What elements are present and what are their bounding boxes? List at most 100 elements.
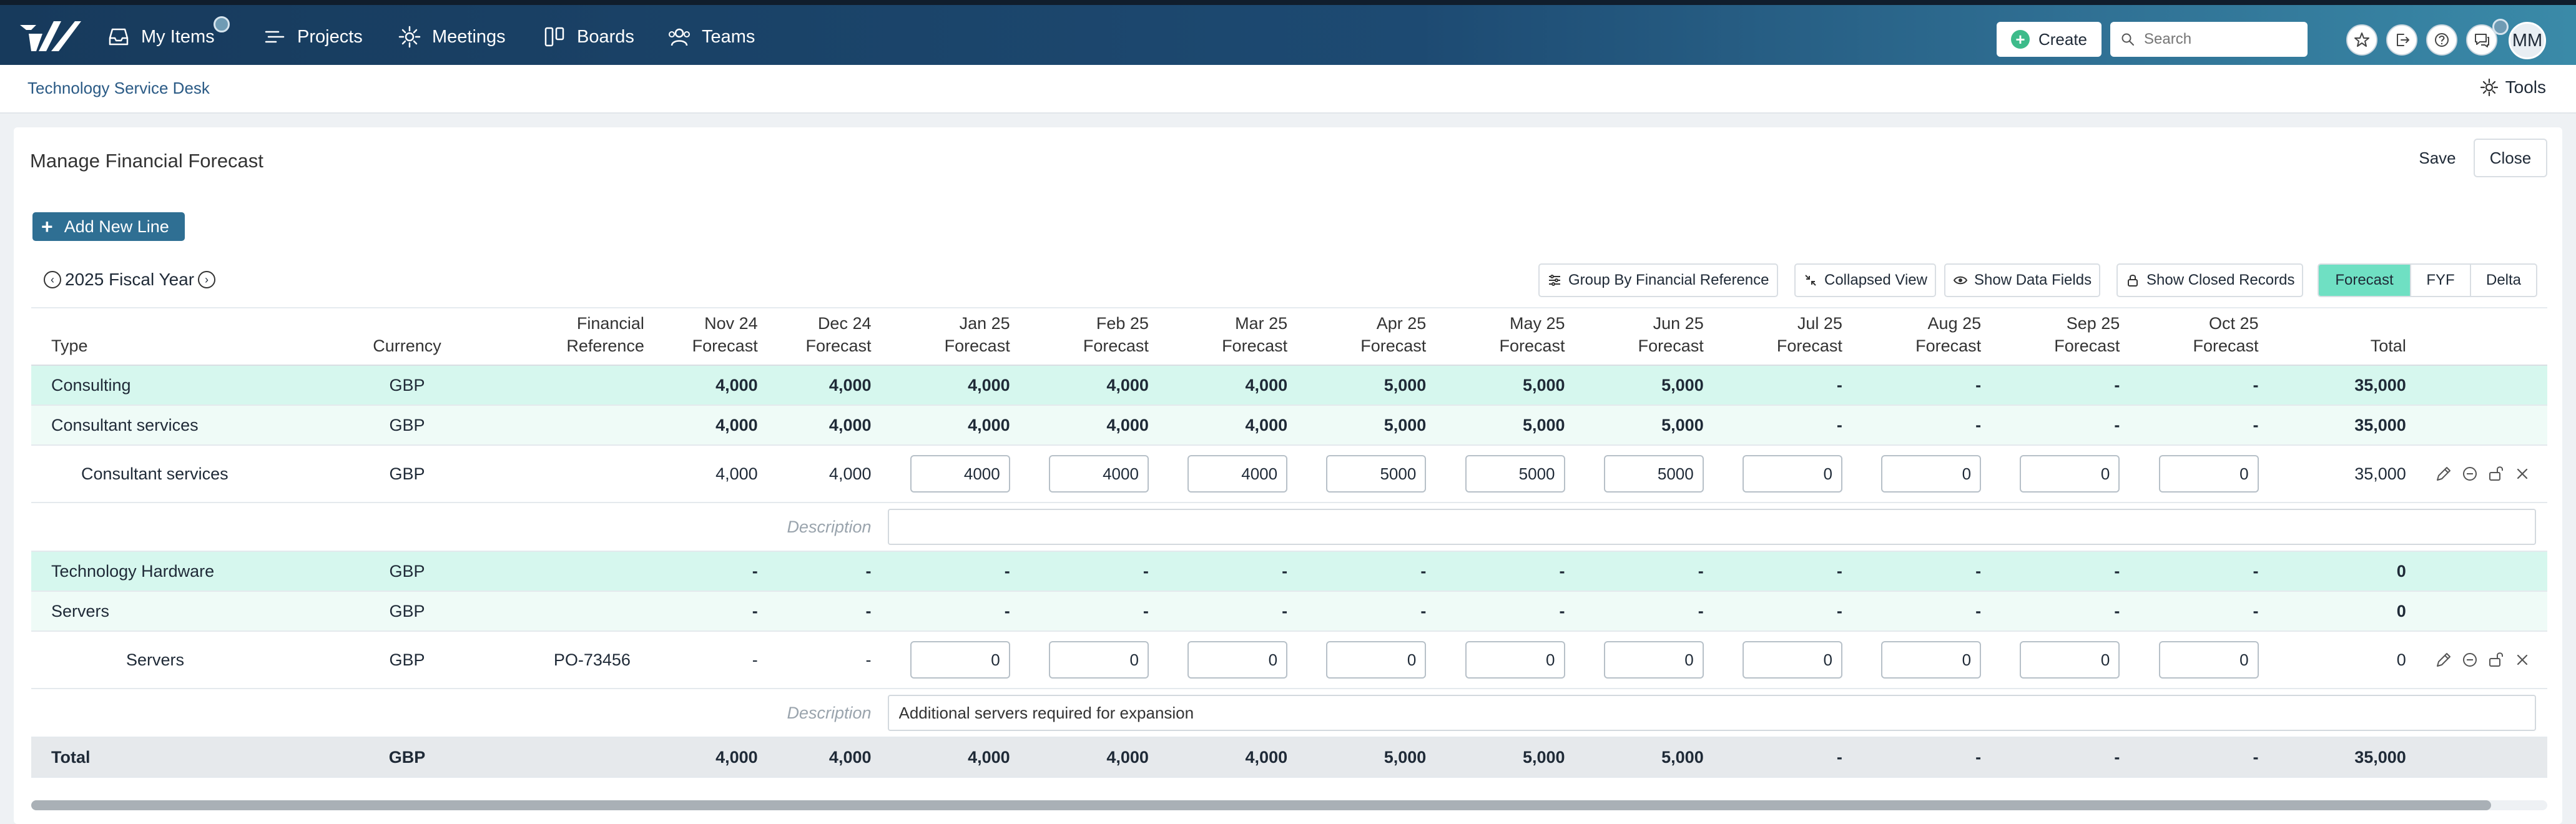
forecast-input[interactable] [910,641,1010,679]
cell-month-value: 4,000 [1021,365,1160,406]
meetings-icon [398,26,421,48]
forecast-input[interactable] [1742,641,1842,679]
forecast-input[interactable] [1187,641,1288,679]
nav-boards[interactable]: Boards [542,19,634,55]
cell-month-value: 4,000 [655,737,769,778]
forecast-input[interactable] [1465,455,1565,493]
nav-teams[interactable]: Teams [667,19,755,55]
horizontal-scrollbar[interactable] [31,800,2547,810]
cell-month-value [1021,445,1160,503]
forecast-input[interactable] [1881,455,1982,493]
app-logo[interactable] [17,17,82,56]
nav-projects[interactable]: Projects [262,19,363,55]
cell-financial-reference [473,365,656,406]
forecast-input[interactable] [2158,641,2259,679]
next-year-icon[interactable]: › [198,271,216,288]
forecast-input[interactable] [1603,455,1704,493]
cell-month-value [1159,445,1299,503]
nav-label: My Items [141,26,215,47]
row-actions-empty [2414,551,2547,592]
cell-month-value: 4,000 [1021,405,1160,446]
edit-icon[interactable] [2434,650,2454,670]
cell-month-value: - [1992,737,2131,778]
avatar[interactable]: MM [2509,22,2546,59]
scrollbar-thumb[interactable] [31,800,2491,810]
description-input[interactable] [887,695,2536,731]
sign-out-button[interactable] [2386,24,2417,56]
group-by-button[interactable]: Group By Financial Reference [1538,263,1778,297]
eye-icon [1953,276,1968,285]
close-button[interactable]: Close [2474,139,2547,177]
description-spacer [31,689,656,738]
cell-month-value: - [1853,365,1993,406]
nav-meetings[interactable]: Meetings [397,19,506,55]
cell-month-value: 4,000 [769,445,883,503]
forecast-input[interactable] [1187,455,1288,493]
show-closed-records-button[interactable]: Show Closed Records [2116,263,2304,297]
cell-month-value: 4,000 [769,405,883,446]
create-button[interactable]: + Create [1997,22,2102,57]
forecast-input[interactable] [1326,455,1427,493]
search-box[interactable] [2110,22,2308,57]
chat-button[interactable] [2466,24,2497,56]
forecast-input[interactable] [1048,641,1149,679]
group-row: Consulting GBP 4,000 4,000 4,000 4,000 4,000 5,… [31,365,2547,406]
cell-month-value: 5,000 [1576,737,1715,778]
previous-year-icon[interactable]: ‹ [44,271,61,288]
cell-month-value [1992,445,2131,503]
nav-my-items[interactable]: My Items [106,16,230,55]
column-header-total: Total [2269,307,2415,366]
delete-icon[interactable] [2512,464,2532,484]
cell-month-value: 5,000 [1437,405,1576,446]
forecast-input[interactable] [2020,455,2120,493]
search-icon [2121,33,2134,46]
unlock-icon[interactable] [2486,650,2506,670]
forecast-input[interactable] [2020,641,2120,679]
cell-type: Technology Hardware [31,551,353,592]
view-delta[interactable]: Delta [2470,265,2536,296]
help-button[interactable] [2426,24,2457,56]
chat-icon [2475,34,2489,47]
remove-circle-icon[interactable] [2460,464,2480,484]
tools-button[interactable]: Tools [2479,77,2546,97]
forecast-input[interactable] [2158,455,2259,493]
row-actions [2414,631,2547,689]
column-header-month: Oct 25 Forecast [2131,307,2270,366]
breadcrumb[interactable]: Technology Service Desk [27,79,210,97]
column-header-month: Apr 25 Forecast [1299,307,1438,366]
cell-currency: GBP [353,445,473,503]
edit-icon[interactable] [2434,464,2454,484]
cell-currency: GBP [353,591,473,632]
view-forecast[interactable]: Forecast [2319,265,2410,296]
forecast-input[interactable] [1048,455,1149,493]
cell-month-value [1576,631,1715,689]
save-button[interactable]: Save [2407,139,2467,177]
forecast-input[interactable] [1742,455,1842,493]
gear-icon [2480,78,2498,97]
remove-circle-icon[interactable] [2460,650,2480,670]
plus-icon: + [2010,30,2030,49]
cell-type: Servers [31,631,353,689]
column-header-month: May 25 Forecast [1437,307,1576,366]
forecast-input[interactable] [1603,641,1704,679]
unlock-icon[interactable] [2486,464,2506,484]
show-data-fields-button[interactable]: Show Data Fields [1944,263,2101,297]
favorites-button[interactable] [2346,24,2377,56]
search-input[interactable] [2143,30,2295,49]
forecast-input[interactable] [1465,641,1565,679]
cell-month-value [1992,631,2131,689]
add-new-line-button[interactable]: + Add New Line [32,212,185,241]
forecast-input[interactable] [1326,641,1427,679]
cell-month-value: - [2131,551,2270,592]
delete-icon[interactable] [2512,650,2532,670]
cell-month-value: - [1021,591,1160,632]
forecast-input[interactable] [1881,641,1982,679]
collapsed-view-button[interactable]: Collapsed View [1794,263,1936,297]
cell-month-value: - [1437,551,1576,592]
cell-month-value: 5,000 [1299,365,1438,406]
cell-total: 0 [2269,591,2415,632]
description-input[interactable] [887,509,2536,545]
forecast-input[interactable] [910,455,1010,493]
view-fyf[interactable]: FYF [2410,265,2470,296]
